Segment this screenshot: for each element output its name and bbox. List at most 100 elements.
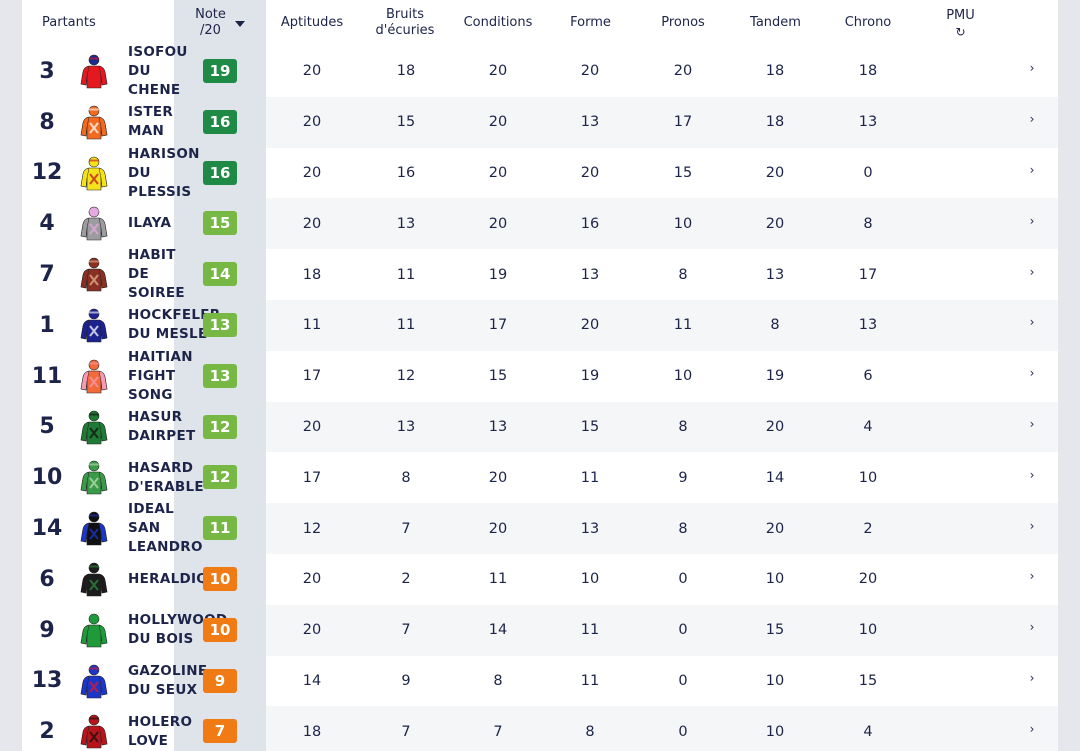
table-row[interactable]: 1 HOCKFELER DU MESLE 13 11 11 17 20 11 8 13 › bbox=[22, 300, 1058, 351]
header-note-label: Note /20 bbox=[195, 7, 226, 38]
jockey-silk-icon bbox=[78, 105, 110, 141]
row-band bbox=[266, 706, 1058, 751]
refresh-icon[interactable]: ↻ bbox=[955, 25, 966, 39]
header-chrono[interactable]: Chrono bbox=[844, 15, 892, 30]
horse-name[interactable]: HOCKFELER DU MESLE bbox=[128, 307, 221, 343]
cell-conditions: 19 bbox=[488, 266, 508, 283]
chevron-right-icon[interactable]: › bbox=[1029, 670, 1035, 685]
cell-aptitudes: 17 bbox=[302, 469, 322, 486]
cell-pronos: 11 bbox=[673, 317, 693, 334]
horse-name[interactable]: HARISON DU PLESSIS bbox=[128, 145, 200, 200]
table-row[interactable]: 6 HERALDIQ 10 20 2 11 10 0 10 20 › bbox=[22, 554, 1058, 605]
note-badge: 15 bbox=[203, 211, 237, 236]
cell-tandem: 20 bbox=[765, 164, 785, 181]
horse-number: 4 bbox=[39, 211, 55, 237]
chevron-right-icon[interactable]: › bbox=[1029, 467, 1035, 482]
header-pronos[interactable]: Pronos bbox=[661, 15, 705, 30]
cell-aptitudes: 12 bbox=[302, 520, 322, 537]
cell-conditions: 20 bbox=[488, 63, 508, 80]
cell-pronos: 10 bbox=[673, 215, 693, 232]
table-row[interactable]: 12 HARISON DU PLESSIS 16 20 16 20 20 15 20 0 › bbox=[22, 145, 1058, 200]
cell-tandem: 19 bbox=[765, 368, 785, 385]
horse-name[interactable]: HABIT DE SOIREE bbox=[128, 247, 185, 302]
table-row[interactable]: 8 ISTER MAN 16 20 15 20 13 17 18 13 › bbox=[22, 96, 1058, 148]
header-partants[interactable]: Partants bbox=[42, 15, 96, 30]
cell-tandem: 10 bbox=[765, 672, 785, 689]
chevron-right-icon[interactable]: › bbox=[1029, 620, 1035, 635]
cell-chrono: 4 bbox=[863, 723, 873, 740]
table-row[interactable]: 9 HOLLYWOOD DU BOIS 10 20 7 14 11 0 15 10 › bbox=[22, 604, 1058, 656]
horse-name[interactable]: HASARD D'ERABLE bbox=[128, 459, 204, 495]
horse-name[interactable]: ISOFOU DU CHENE bbox=[128, 43, 188, 98]
table-row[interactable]: 11 HAITIAN FIGHT SONG 13 17 12 15 19 10 19 6 › bbox=[22, 348, 1058, 403]
horse-number: 5 bbox=[39, 414, 55, 440]
chevron-right-icon[interactable]: › bbox=[1029, 518, 1035, 533]
horse-name[interactable]: HOLERO LOVE bbox=[128, 713, 193, 749]
cell-pronos: 10 bbox=[673, 368, 693, 385]
jockey-silk-icon bbox=[78, 257, 110, 293]
horse-number: 3 bbox=[39, 58, 55, 84]
cell-conditions: 20 bbox=[488, 164, 508, 181]
header-aptitudes[interactable]: Aptitudes bbox=[280, 15, 344, 30]
cell-pronos: 8 bbox=[678, 266, 688, 283]
cell-forme: 13 bbox=[580, 266, 600, 283]
jockey-silk-icon bbox=[78, 206, 110, 242]
table-row[interactable]: 4 ILAYA 15 20 13 20 16 10 20 8 › bbox=[22, 198, 1058, 250]
cell-bruits: 11 bbox=[396, 317, 416, 334]
header-conditions[interactable]: Conditions bbox=[463, 15, 533, 30]
header-note[interactable]: Note /20 bbox=[174, 0, 266, 46]
chevron-right-icon[interactable]: › bbox=[1029, 315, 1035, 330]
header-bruits[interactable]: Bruits d'écuries bbox=[375, 7, 435, 38]
caret-down-icon[interactable] bbox=[234, 21, 245, 27]
chevron-right-icon[interactable]: › bbox=[1029, 213, 1035, 228]
cell-aptitudes: 20 bbox=[302, 164, 322, 181]
header-tandem[interactable]: Tandem bbox=[750, 15, 801, 30]
jockey-silk-icon bbox=[78, 613, 110, 649]
chevron-right-icon[interactable]: › bbox=[1029, 61, 1035, 76]
horse-name[interactable]: HERALDIQ bbox=[128, 570, 209, 587]
table-row[interactable]: 5 HASUR DAIRPET 12 20 13 13 15 8 20 4 › bbox=[22, 401, 1058, 453]
horse-name[interactable]: HOLLYWOOD DU BOIS bbox=[128, 612, 228, 648]
jockey-silk-icon bbox=[78, 359, 110, 395]
table-row[interactable]: 13 GAZOLINE DU SEUX 9 14 9 8 11 0 10 15 › bbox=[22, 656, 1058, 707]
cell-tandem: 20 bbox=[765, 418, 785, 435]
row-band bbox=[266, 503, 1058, 554]
cell-forme: 8 bbox=[585, 723, 595, 740]
horse-name[interactable]: GAZOLINE DU SEUX bbox=[128, 662, 208, 698]
chevron-right-icon[interactable]: › bbox=[1029, 162, 1035, 177]
note-badge: 7 bbox=[203, 719, 237, 744]
table-row[interactable]: 3 ISOFOU DU CHENE 19 20 18 20 20 20 18 18 › bbox=[22, 43, 1058, 98]
chevron-right-icon[interactable]: › bbox=[1029, 264, 1035, 279]
horse-name[interactable]: HASUR DAIRPET bbox=[128, 408, 196, 444]
cell-conditions: 20 bbox=[488, 114, 508, 131]
horse-name[interactable]: ISTER MAN bbox=[128, 104, 174, 140]
cell-bruits: 11 bbox=[396, 266, 416, 283]
row-band bbox=[266, 604, 1058, 656]
row-band bbox=[266, 401, 1058, 453]
table-row[interactable]: 14 IDEAL SAN LEANDRO 11 12 7 20 13 8 20 2 › bbox=[22, 501, 1058, 556]
table-row[interactable]: 10 HASARD D'ERABLE 12 17 8 20 11 9 14 10 › bbox=[22, 452, 1058, 503]
cell-conditions: 13 bbox=[488, 418, 508, 435]
chevron-right-icon[interactable]: › bbox=[1029, 569, 1035, 584]
table-row[interactable]: 2 HOLERO LOVE 7 18 7 7 8 0 10 4 › bbox=[22, 706, 1058, 751]
horse-number: 6 bbox=[39, 566, 55, 592]
cell-tandem: 10 bbox=[765, 723, 785, 740]
jockey-silk-icon bbox=[78, 714, 110, 750]
horse-name[interactable]: ILAYA bbox=[128, 215, 172, 232]
chevron-right-icon[interactable]: › bbox=[1029, 416, 1035, 431]
table-row[interactable]: 7 HABIT DE SOIREE 14 18 11 19 13 8 13 17 › bbox=[22, 247, 1058, 302]
note-badge: 16 bbox=[203, 160, 237, 185]
chevron-right-icon[interactable]: › bbox=[1029, 721, 1035, 736]
note-badge: 11 bbox=[203, 516, 237, 541]
header-forme[interactable]: Forme bbox=[570, 15, 611, 30]
cell-aptitudes: 14 bbox=[302, 672, 322, 689]
jockey-silk-icon bbox=[78, 562, 110, 598]
jockey-silk-icon bbox=[78, 511, 110, 547]
cell-conditions: 15 bbox=[488, 368, 508, 385]
chevron-right-icon[interactable]: › bbox=[1029, 366, 1035, 381]
horse-number: 8 bbox=[39, 109, 55, 135]
chevron-right-icon[interactable]: › bbox=[1029, 112, 1035, 127]
horse-name[interactable]: IDEAL SAN LEANDRO bbox=[128, 501, 203, 556]
horse-name[interactable]: HAITIAN FIGHT SONG bbox=[128, 348, 193, 403]
header-pmu[interactable]: PMU ↻ bbox=[914, 0, 1007, 46]
